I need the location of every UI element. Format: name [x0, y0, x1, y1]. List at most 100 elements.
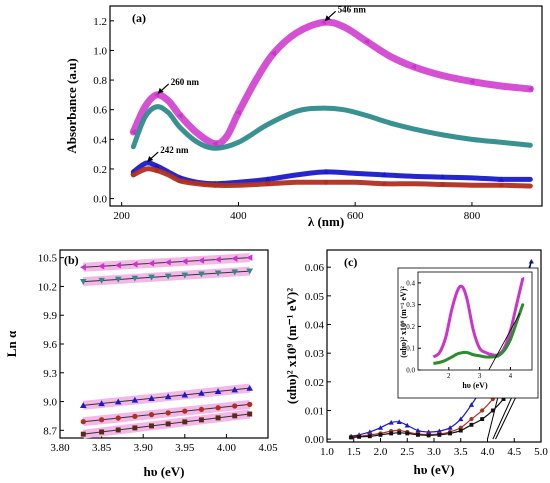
inset-series-2-point [521, 303, 525, 307]
panel-b-series-3-point [246, 384, 253, 391]
panel-b-series-4-point [215, 405, 221, 411]
panel-c-xtick-label: 4.5 [507, 446, 521, 458]
panel-b-series-4-point [182, 408, 188, 414]
panel-b-series-3-point [214, 388, 222, 395]
panel-b-series-5-point [247, 411, 253, 417]
panel-c-series-3-point [501, 397, 506, 401]
panel-b-series-1-point [198, 257, 205, 264]
panel-a: (a) 200 400 600 800 0.0 0.2 0.4 0.6 0.8 1.0 1.2 54… [64, 4, 543, 229]
panel-a-frame [109, 5, 543, 207]
panel-b-ytick-label: 9.3 [43, 368, 57, 380]
panel-b-series-5-point [132, 425, 138, 431]
panel-b-series-2-point [148, 274, 155, 281]
panel-b-series-1-point [131, 260, 138, 268]
panel-c-ytick-label: 0.00 [305, 434, 325, 446]
panel-c-series-3-point [416, 432, 420, 437]
inset-ytick-label: 0.3 [406, 301, 415, 309]
panel-b-xlabel: hυ (eV) [143, 464, 184, 479]
panel-b-series-2-point [231, 269, 239, 276]
panel-c-series-1-point [468, 402, 475, 407]
inset-frame [417, 271, 533, 371]
panel-c-series-3-point [405, 431, 410, 436]
panel-a-series-1-point [363, 38, 370, 45]
panel-c-series-1-point [404, 422, 410, 428]
panel-b-series-2-point [164, 273, 172, 280]
panel-c-inset: 2 3 4 0.0 0.1 0.2 0.3 0.4 hυ (eV) (αhυ)² x10⁹ (… [397, 267, 539, 399]
panel-a-ytick-label: 1.0 [93, 45, 107, 57]
panel-b-series-5-point [215, 415, 221, 421]
inset-xtick-label: 2 [447, 372, 451, 380]
inset-series-1-point [520, 276, 525, 281]
panel-a-annotations: 546 nm 260 nm 242 nm [147, 4, 366, 163]
panel-b-series-4-point [198, 406, 205, 413]
panel-c-ytick-label: 0.03 [305, 348, 325, 360]
panel-a-series-2-line [130, 104, 533, 151]
panel-b-series-1-point [164, 259, 171, 266]
panel-a-series-1-point [410, 63, 416, 70]
panel-a-ytick-label: 0.0 [93, 194, 107, 206]
panel-b-series-1-point [246, 254, 253, 261]
annotation-label: 260 nm [171, 77, 200, 87]
panel-a-ytick-label: 0.8 [93, 75, 107, 87]
panel-c-series-3-point [367, 434, 372, 439]
panel-c-series-3-point [458, 428, 463, 433]
panel-c-xtick-label: 3.5 [454, 446, 468, 458]
panel-c-series-3-point [437, 432, 442, 437]
panel-b-series-3-point [231, 386, 239, 393]
panel-a-series-4-point [154, 168, 160, 173]
panel-c-xtick-label: 5.0 [534, 446, 548, 458]
panel-b-series-3-point [164, 393, 172, 400]
inset-ytick-label: 0.1 [406, 345, 415, 353]
inset-series-1-point [514, 302, 519, 307]
panel-c-series-1-point [447, 425, 453, 430]
panel-b-series-5-point [115, 427, 121, 433]
panel-a-xlabel: λ (nm) [308, 214, 344, 229]
panel-c-series-1-point [458, 416, 464, 422]
panel-a-xtick-label: 600 [347, 210, 364, 222]
panel-a-series-4-point [440, 182, 446, 187]
panel-a-series-4-point [177, 178, 183, 184]
inset-xlabel: hυ (eV) [462, 381, 488, 390]
panel-a-xtick-label: 800 [464, 210, 481, 222]
panel-b-series-5-point [232, 413, 238, 419]
panel-b-series-5-point [182, 419, 188, 425]
panel-b-series-1-point [181, 258, 188, 265]
panel-a-series-4-point [130, 172, 136, 178]
panel-c-series-3-point [378, 432, 383, 437]
panel-b-ylabel: Ln α [4, 330, 19, 357]
inset-xtick-label: 3 [478, 372, 482, 380]
panel-c-xlabel: hυ (eV) [413, 462, 454, 477]
panel-b-series-4-point [165, 410, 171, 416]
panel-c-ytick-label: 0.04 [305, 320, 325, 332]
panel-b-series-3-point [114, 398, 122, 405]
panel-b-ytick-label: 8.7 [43, 425, 57, 437]
panel-c-ylabel: (αhυ)² x10⁹ (m⁻¹ eV)² [284, 288, 299, 404]
panel-b-series-3-point [181, 391, 189, 398]
panel-b-series-2-point [98, 277, 105, 284]
panel-c-series-3-point [389, 431, 394, 436]
panel-b-ytick-label: 9.9 [43, 310, 57, 322]
panel-a-ytick-label: 0.6 [93, 105, 107, 117]
panel-b-ytick-label: 9.6 [43, 339, 57, 351]
panel-c-ticks: 1.0 1.5 2.0 2.5 3.0 3.5 4.0 4.5 5.00.000.010.020… [305, 262, 549, 458]
panel-b-series-5-point [99, 429, 105, 435]
panel-b-ytick-label: 9.0 [43, 397, 57, 409]
panel-b-series-3-point [198, 389, 205, 396]
inset-ytick-label: 0.2 [406, 323, 415, 331]
panel-a-series-1-point [177, 112, 183, 119]
panel-a-series [129, 18, 534, 189]
panel-c-label: (c) [344, 255, 357, 269]
panel-b-series-2-point [131, 275, 139, 282]
panel-b-series-2-point [214, 270, 222, 277]
panel-c-series-1-point [377, 425, 384, 430]
inset-series-2-point [508, 338, 512, 341]
panel-a-series-3-point [264, 176, 271, 182]
panel-b-series-3-point [148, 395, 155, 401]
panel-a-xtick-label: 200 [113, 210, 130, 222]
inset-series-2-line [433, 304, 525, 365]
panel-a-ytick-label: 1.2 [93, 16, 107, 28]
panel-c-series-2-point [480, 408, 485, 413]
panel-a-series-3-point [498, 176, 505, 182]
inset-series-1-line [432, 278, 525, 359]
